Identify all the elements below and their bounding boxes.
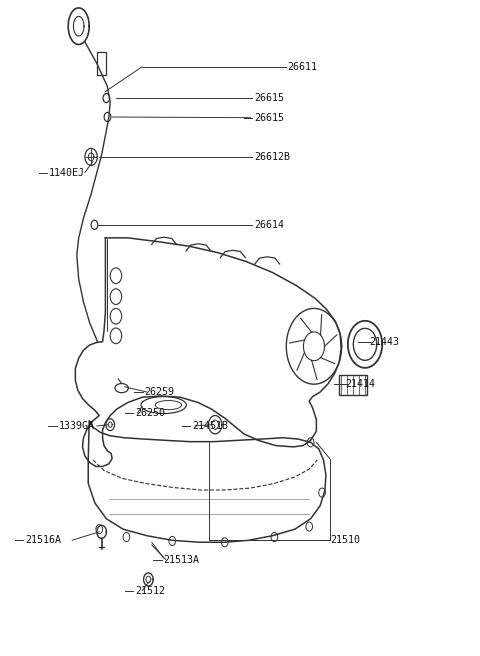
- Text: 26615: 26615: [254, 113, 284, 123]
- Text: 26612B: 26612B: [254, 152, 290, 162]
- Text: 21512: 21512: [135, 586, 165, 596]
- Text: 1339GA: 1339GA: [59, 421, 95, 431]
- Text: 26611: 26611: [288, 62, 318, 72]
- Text: 21451B: 21451B: [192, 421, 228, 431]
- Text: 26614: 26614: [254, 220, 284, 230]
- Text: 26259: 26259: [144, 387, 175, 397]
- Text: 26250: 26250: [135, 408, 165, 418]
- Text: 26615: 26615: [254, 93, 284, 103]
- Text: 1140EJ: 1140EJ: [49, 167, 85, 178]
- Text: 21443: 21443: [369, 337, 399, 348]
- Bar: [97, 52, 107, 75]
- Text: 21510: 21510: [331, 535, 360, 545]
- Text: 21513A: 21513A: [164, 555, 200, 565]
- Text: 21414: 21414: [345, 379, 375, 388]
- Bar: [339, 375, 367, 395]
- Text: 21516A: 21516A: [25, 535, 61, 545]
